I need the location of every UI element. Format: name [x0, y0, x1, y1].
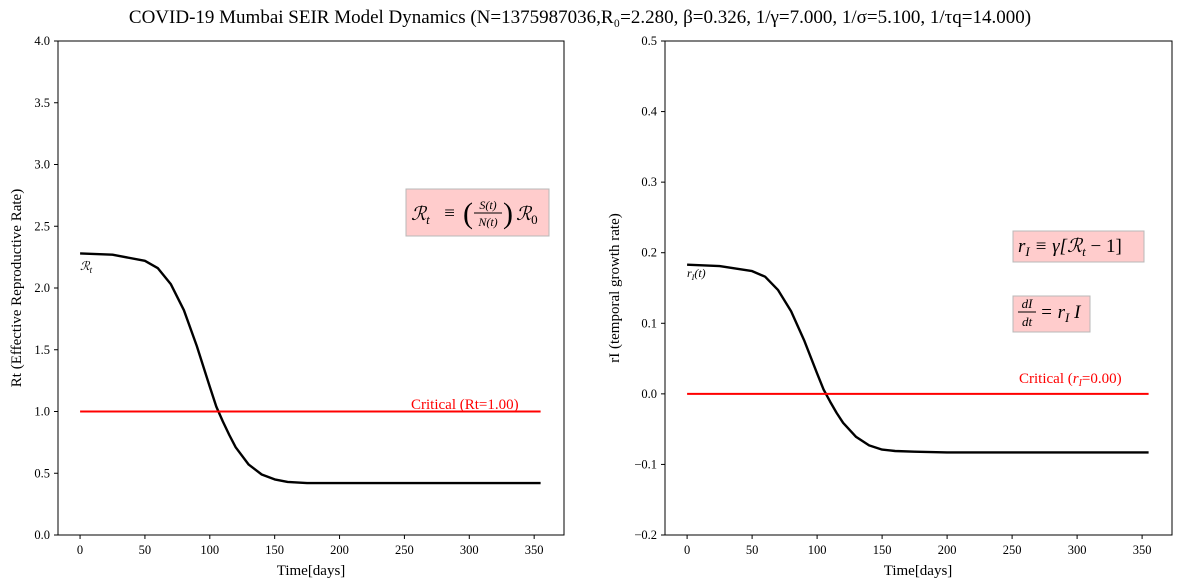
- rt-x-tick-label: 150: [265, 543, 284, 557]
- ri-x-tick-label: 200: [938, 543, 957, 557]
- figure-title: COVID-19 Mumbai SEIR Model Dynamics (N=1…: [129, 7, 1031, 28]
- ri-x-tick-label: 250: [1003, 543, 1022, 557]
- rt-x-tick-label: 350: [525, 543, 544, 557]
- ri-ode-box: dI dt = rI I: [1012, 295, 1091, 333]
- ri-y-tick-label: 0.5: [641, 34, 657, 48]
- rt-x-axis-label: Time[days]: [277, 563, 346, 579]
- rt-formula-paren-left: (: [463, 197, 473, 230]
- ri-y-tick-label: −0.1: [634, 457, 657, 471]
- ri-y-tick-label: 0.2: [641, 246, 657, 260]
- ri-ode-background: [1012, 295, 1091, 333]
- rt-y-tick-label: 0.0: [34, 528, 50, 542]
- rt-formula-rhs: ℛ0: [516, 204, 538, 227]
- ri-x-ticks: 0 50 100 150 200 250 300 350: [684, 535, 1152, 557]
- ri-formula-background: [1012, 230, 1145, 263]
- rt-plot-frame: [57, 40, 565, 536]
- rt-y-tick-label: 0.5: [34, 466, 50, 480]
- rt-chart: 0 50 100 150 200 250 300 350 0.0 0.5 1.0 1.5 2.0 2.5…: [9, 34, 565, 579]
- ri-series: [687, 263, 1149, 454]
- rt-x-tick-label: 50: [139, 543, 152, 557]
- rt-formula-numerator: S(t): [479, 198, 496, 212]
- ri-ode-rhs: = rI I: [1040, 302, 1082, 325]
- rt-formula-box: ℛt ≡ ( S(t) N(t) ) ℛ0: [405, 188, 550, 237]
- ri-x-axis-label: Time[days]: [884, 563, 953, 579]
- ri-chart: 0 50 100 150 200 250 300 350 −0.2 −0.1 0.0 0.1 0.2 0…: [607, 34, 1173, 579]
- rt-y-tick-label: 1.5: [34, 343, 50, 357]
- rt-critical-label: Critical (Rt=1.00): [411, 397, 519, 413]
- ri-x-tick-label: 100: [808, 543, 827, 557]
- rt-formula-equiv: ≡: [443, 203, 456, 224]
- ri-y-tick-label: 0.1: [641, 316, 657, 330]
- rt-y-ticks: 0.0 0.5 1.0 1.5 2.0 2.5 3.0 3.5 4.0: [34, 34, 58, 542]
- ri-ode-denominator: dt: [1022, 314, 1033, 329]
- rt-y-tick-label: 3.5: [34, 96, 50, 110]
- rt-y-tick-label: 2.5: [34, 219, 50, 233]
- ri-series-line: [687, 263, 1149, 454]
- rt-x-tick-label: 200: [330, 543, 349, 557]
- ri-y-tick-label: −0.2: [634, 528, 657, 542]
- rt-x-tick-label: 300: [460, 543, 479, 557]
- ri-x-tick-label: 150: [873, 543, 892, 557]
- ri-x-tick-label: 300: [1068, 543, 1087, 557]
- ri-x-tick-label: 50: [746, 543, 759, 557]
- ri-formula-text: rI ≡ γ[ℛt − 1]: [1018, 236, 1122, 259]
- rt-y-tick-label: 4.0: [34, 34, 50, 48]
- rt-formula-lhs: ℛt: [411, 204, 430, 227]
- rt-x-tick-label: 0: [77, 543, 83, 557]
- ri-y-ticks: −0.2 −0.1 0.0 0.1 0.2 0.3 0.4 0.5: [634, 34, 665, 542]
- ri-y-tick-label: 0.3: [641, 175, 657, 189]
- rt-y-tick-label: 1.0: [34, 405, 50, 419]
- rt-series: [80, 252, 541, 485]
- rt-y-axis-label: Rt (Effective Reproductive Rate): [9, 189, 25, 387]
- rt-y-tick-label: 3.0: [34, 158, 50, 172]
- ri-y-tick-label: 0.4: [641, 105, 657, 119]
- rt-y-tick-label: 2.0: [34, 281, 50, 295]
- rt-formula-paren-right: ): [503, 197, 513, 230]
- ri-ode-numerator: dI: [1022, 296, 1034, 311]
- ri-formula-box: rI ≡ γ[ℛt − 1]: [1012, 230, 1145, 263]
- ri-x-tick-label: 0: [684, 543, 690, 557]
- rt-formula-denominator: N(t): [477, 215, 497, 229]
- ri-x-tick-label: 350: [1133, 543, 1152, 557]
- rt-series-label: ℛt: [80, 259, 93, 275]
- ri-plot-frame: [664, 40, 1173, 536]
- ri-y-axis-label: rI (temporal growth rate): [607, 213, 623, 363]
- rt-series-line: [80, 252, 541, 485]
- ri-series-label: rI(t): [687, 266, 706, 282]
- ri-critical-label: Critical (rI=0.00): [1019, 371, 1122, 389]
- rt-x-ticks: 0 50 100 150 200 250 300 350: [77, 535, 544, 557]
- rt-x-tick-label: 250: [395, 543, 414, 557]
- rt-x-tick-label: 100: [200, 543, 219, 557]
- ri-y-tick-label: 0.0: [641, 387, 657, 401]
